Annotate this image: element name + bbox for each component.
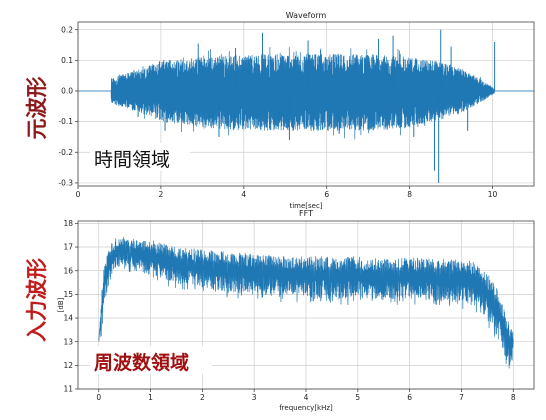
x-tick-label: 4 xyxy=(304,393,309,402)
x-ticks: 0 2 4 6 8 10 xyxy=(76,186,498,199)
series-fft xyxy=(98,236,514,369)
x-tick-label: 5 xyxy=(355,393,360,402)
x-tick-label: 0 xyxy=(76,190,81,199)
series-waveform xyxy=(77,29,535,183)
y-tick-label: 11 xyxy=(63,385,73,394)
y-tick-label: 16 xyxy=(63,266,73,275)
y-tick-label: 13 xyxy=(63,337,73,346)
y-ticks: 11 12 13 14 15 16 17 18 xyxy=(63,219,78,394)
x-axis-label: frequency[kHz] xyxy=(279,404,333,412)
plot-frame xyxy=(77,21,535,187)
x-tick-label: 1 xyxy=(148,393,153,402)
x-tick-label: 3 xyxy=(252,393,257,402)
x-tick-label: 8 xyxy=(407,190,412,199)
side-label-input-waveform: 入力波形 xyxy=(25,258,49,342)
chart-title: Waveform xyxy=(286,11,327,20)
waveform-chart: Waveform 0 2 4 6 8 10 -0.3 -0.2 -0.1 0.0 0.1 0.2 t… xyxy=(58,11,535,210)
y-axis-label: [dB] xyxy=(57,297,65,312)
x-tick-label: 10 xyxy=(488,190,498,199)
x-tick-label: 7 xyxy=(459,393,464,402)
x-tick-label: 2 xyxy=(159,190,164,199)
y-tick-label: 0.2 xyxy=(61,25,73,34)
y-tick-label: -0.2 xyxy=(58,148,73,157)
y-tick-label: 17 xyxy=(63,243,73,252)
chart-title: FFT xyxy=(299,209,313,218)
y-tick-label: 18 xyxy=(63,219,73,228)
y-tick-label: 15 xyxy=(63,290,73,299)
x-tick-label: 6 xyxy=(407,393,412,402)
y-tick-label: -0.1 xyxy=(58,117,73,126)
x-axis-label: time[sec] xyxy=(289,202,322,210)
side-label-original-waveform: 元波形 xyxy=(25,77,49,140)
annotation-frequency-domain: 周波数領域 xyxy=(94,351,189,374)
y-tick-label: 14 xyxy=(63,314,73,323)
y-tick-label: 12 xyxy=(63,361,73,370)
annotation-box xyxy=(90,346,212,374)
x-ticks: 0 1 2 3 4 5 6 7 8 xyxy=(96,389,516,402)
y-tick-label: 0.1 xyxy=(61,56,73,65)
y-ticks: -0.3 -0.2 -0.1 0.0 0.1 0.2 xyxy=(58,25,78,188)
y-tick-label: 0.0 xyxy=(61,87,73,96)
x-tick-label: 6 xyxy=(324,190,329,199)
waveform-line xyxy=(77,46,535,140)
annotation-box xyxy=(90,143,190,171)
x-tick-label: 0 xyxy=(96,393,101,402)
x-tick-label: 8 xyxy=(511,393,516,402)
fft-spectrum-line xyxy=(98,236,514,369)
x-tick-label: 2 xyxy=(200,393,205,402)
x-tick-label: 4 xyxy=(241,190,246,199)
annotation-time-domain: 時間領域 xyxy=(94,149,170,171)
y-tick-label: -0.3 xyxy=(58,179,73,188)
